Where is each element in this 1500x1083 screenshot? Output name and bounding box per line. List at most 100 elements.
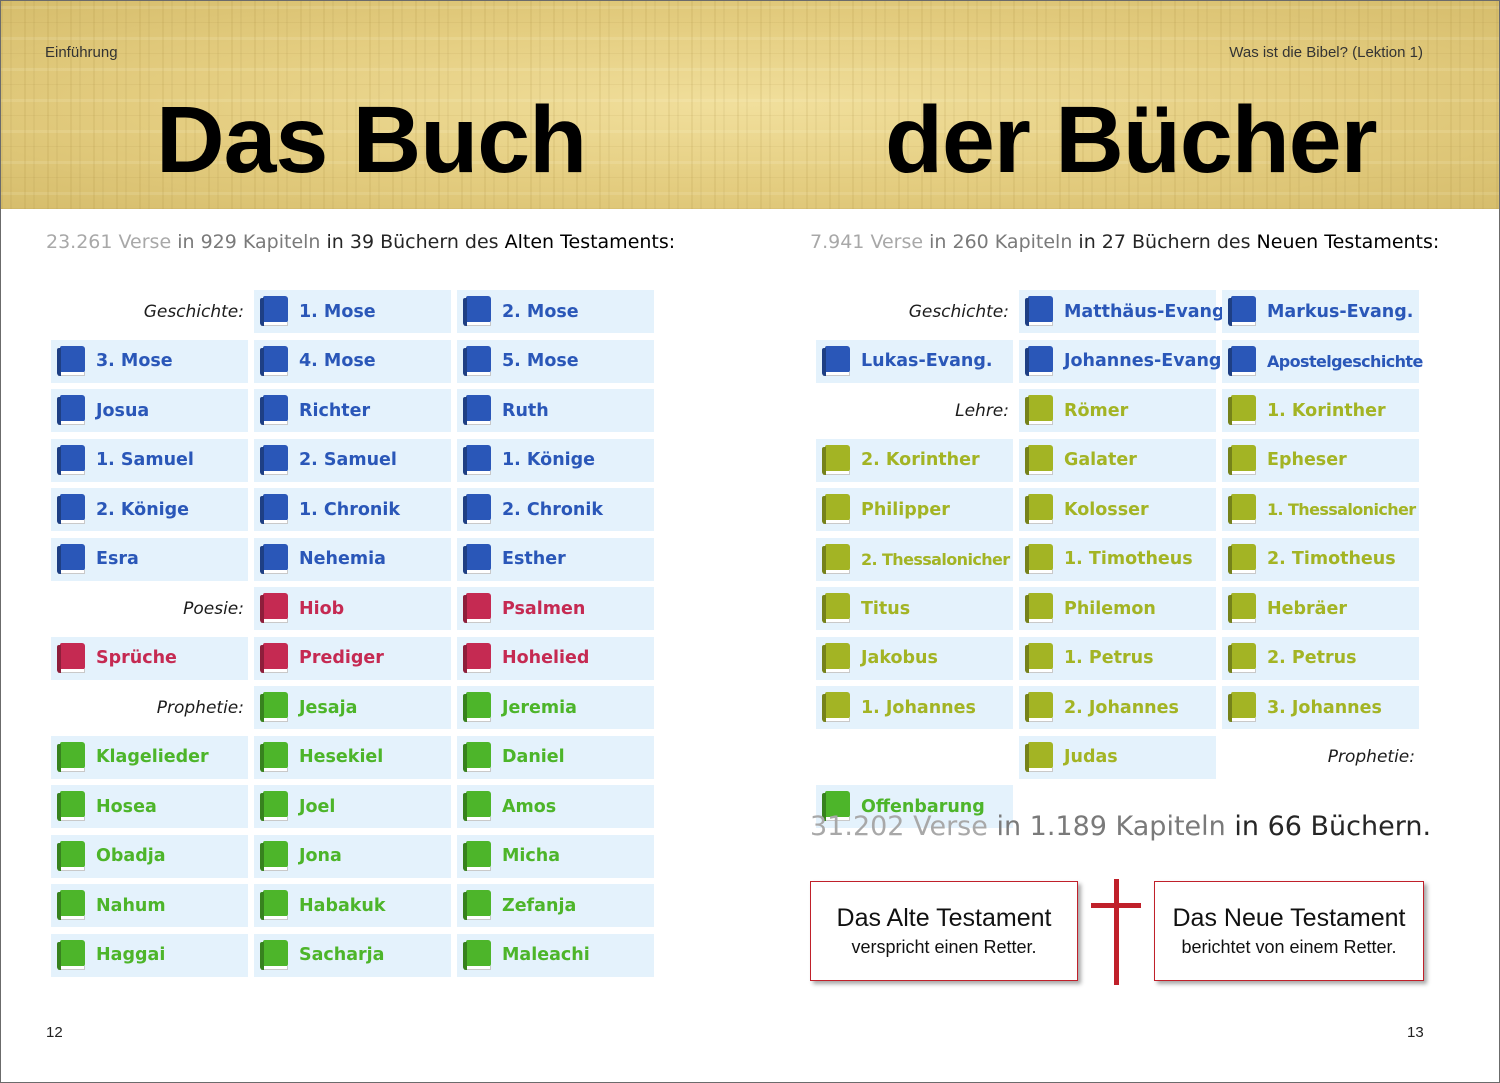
book-item: Epheser — [1222, 438, 1419, 482]
total-books: 66 Büchern. — [1267, 811, 1432, 842]
stats-des: des — [464, 231, 499, 253]
total-chapters: 1.189 Kapiteln — [1029, 811, 1226, 842]
book-item: Amos — [457, 785, 654, 828]
book-icon — [463, 890, 491, 921]
book-item: Apostelgeschichte — [1222, 339, 1423, 383]
book-name: Römer — [1064, 400, 1129, 421]
book-icon — [260, 494, 288, 525]
book-name: Offenbarung — [861, 796, 985, 817]
new-testament-books-grid: Geschichte: Matthäus-Evang. Markus-Evang. L… — [816, 290, 1423, 828]
book-icon — [463, 840, 491, 872]
book-name: Maleachi — [502, 945, 590, 965]
book-name: Hesekiel — [299, 747, 384, 767]
book-icon — [57, 543, 85, 575]
book-name: Haggai — [96, 945, 166, 965]
book-icon — [260, 296, 288, 327]
book-name: Prediger — [299, 648, 384, 668]
book-icon — [57, 939, 85, 971]
book-name: Hebräer — [1267, 598, 1347, 619]
book-item: Hesekiel — [254, 735, 451, 779]
book-item: Hebräer — [1222, 587, 1419, 630]
book-item: 3. Johannes — [1222, 686, 1419, 729]
book-icon — [463, 593, 491, 624]
book-name: Nahum — [96, 895, 166, 916]
book-icon — [822, 642, 850, 674]
book-icon — [463, 444, 491, 476]
book-name: 1. Timotheus — [1064, 549, 1193, 569]
stats-verses-word: Verse — [118, 231, 172, 253]
book-name: Jeremia — [502, 697, 577, 718]
book-name: Matthäus-Evang. — [1064, 301, 1232, 322]
book-item: Ruth — [457, 389, 654, 432]
book-name: 2. Könige — [96, 499, 190, 520]
book-item: Esra — [51, 537, 248, 581]
old-testament-box-title: Das Alte Testament — [836, 904, 1052, 932]
book-name: Jakobus — [861, 648, 938, 668]
book-icon — [463, 543, 491, 575]
book-item: 2. Korinther — [816, 438, 1013, 482]
book-icon — [822, 345, 850, 377]
book-icon — [822, 593, 850, 624]
book-item: Esther — [457, 537, 654, 581]
page-number-right: 13 — [1407, 1024, 1424, 1041]
book-icon — [1228, 593, 1256, 624]
book-item: Klagelieder — [51, 735, 248, 779]
book-name: Klagelieder — [96, 747, 209, 767]
running-header-right: Was ist die Bibel? (Lektion 1) — [1229, 44, 1423, 61]
book-icon — [1025, 741, 1053, 773]
book-item: Habakuk — [254, 884, 451, 927]
book-item: Nehemia — [254, 537, 451, 581]
book-name: 1. Korinther — [1267, 400, 1386, 421]
book-item: Jona — [254, 834, 451, 878]
book-icon — [260, 939, 288, 971]
book-name: 4. Mose — [299, 351, 376, 371]
total-verses-word: Verse — [913, 811, 988, 842]
old-testament-books-grid: Geschichte: 1. Mose 2. Mose 3. Mose 4. Mose 5… — [51, 290, 654, 977]
book-item: Psalmen — [457, 587, 654, 630]
book-name: Kolosser — [1064, 499, 1149, 520]
book-item: Joel — [254, 785, 451, 828]
book-name: 2. Korinther — [861, 450, 980, 470]
book-icon — [1228, 345, 1256, 377]
book-name: Obadja — [96, 846, 166, 866]
book-item: Hohelied — [457, 636, 654, 680]
book-item: 1. Korinther — [1222, 389, 1419, 432]
book-name: Sprüche — [96, 648, 177, 668]
book-icon — [57, 642, 85, 674]
book-name: Esra — [96, 549, 139, 569]
book-name: Josua — [96, 400, 150, 421]
book-item: Römer — [1019, 389, 1216, 432]
book-icon — [1025, 296, 1053, 327]
book-item: 2. Könige — [51, 488, 248, 531]
book-icon — [57, 395, 85, 426]
book-name: 2. Mose — [502, 301, 579, 322]
book-icon — [57, 444, 85, 476]
old-testament-box: Das Alte Testament verspricht einen Rett… — [810, 881, 1078, 981]
book-item: 1. Könige — [457, 438, 654, 482]
book-name: 1. Samuel — [96, 450, 194, 470]
book-item: 1. Chronik — [254, 488, 451, 531]
book-name: Hohelied — [502, 648, 590, 668]
empty-cell — [816, 736, 1013, 779]
book-icon — [57, 791, 85, 822]
book-icon — [260, 543, 288, 575]
book-icon — [260, 395, 288, 426]
papyrus-banner — [1, 1, 1499, 209]
total-in: in — [996, 811, 1022, 842]
book-item: 1. Timotheus — [1019, 537, 1216, 581]
book-item: Kolosser — [1019, 488, 1216, 531]
book-icon — [57, 345, 85, 377]
book-item: Galater — [1019, 438, 1216, 482]
book-item: 2. Johannes — [1019, 686, 1216, 729]
page-title-left: Das Buch — [156, 87, 587, 193]
book-name: 1. Johannes — [861, 697, 976, 718]
book-name: Lukas-Evang. — [861, 351, 993, 371]
book-item: Markus-Evang. — [1222, 290, 1419, 333]
book-icon — [260, 890, 288, 921]
stats-testament: Alten Testaments: — [504, 231, 676, 253]
book-icon — [57, 494, 85, 525]
stats-in: in — [1078, 231, 1096, 253]
book-item: 1. Thessalonicher — [1222, 488, 1419, 531]
book-name: 2. Thessalonicher — [861, 549, 1010, 569]
stats-chapters: 929 Kapiteln — [200, 231, 321, 253]
